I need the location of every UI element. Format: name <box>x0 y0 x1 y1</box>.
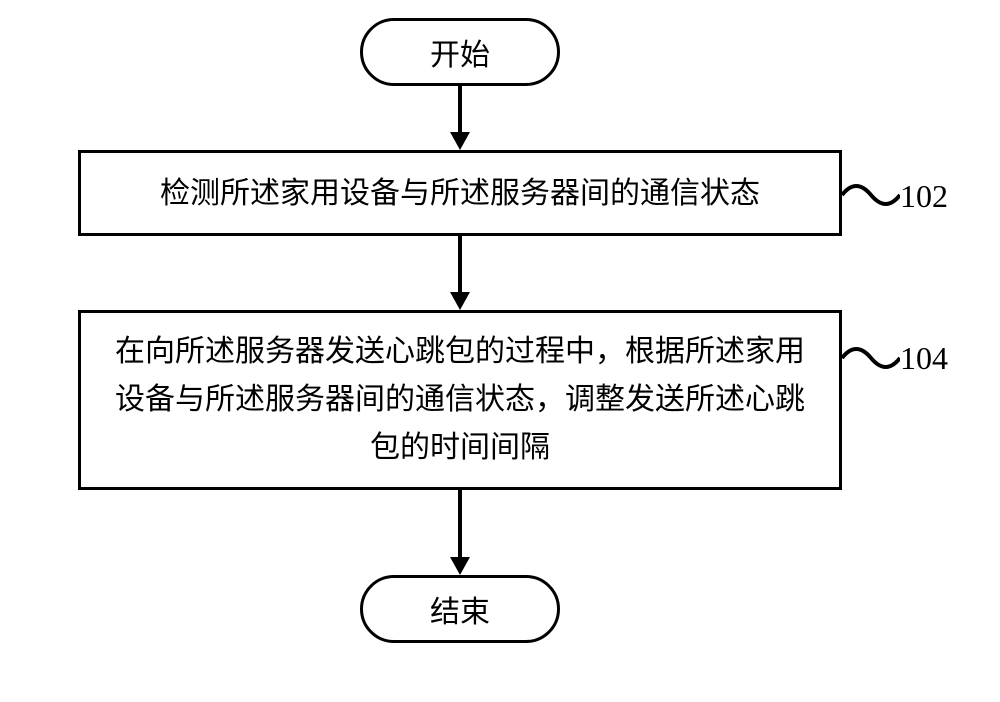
step-label-102: 102 <box>900 178 948 215</box>
edge-start-102 <box>458 86 462 132</box>
end-label: 结束 <box>430 587 490 631</box>
flowchart-container: 开始 检测所述家用设备与所述服务器间的通信状态 102 在向所述服务器发送心跳包… <box>0 0 1000 702</box>
end-node: 结束 <box>360 575 560 643</box>
wave-connector-102 <box>842 175 900 215</box>
start-label: 开始 <box>430 30 490 74</box>
process-104-text: 在向所述服务器发送心跳包的过程中，根据所述家用设备与所述服务器间的通信状态，调整… <box>101 328 819 472</box>
edge-104-end <box>458 490 462 557</box>
process-102: 检测所述家用设备与所述服务器间的通信状态 <box>78 150 842 236</box>
edge-102-104 <box>458 236 462 292</box>
step-label-104: 104 <box>900 340 948 377</box>
edge-104-end-head <box>450 557 470 575</box>
wave-connector-104 <box>842 338 900 378</box>
edge-start-102-head <box>450 132 470 150</box>
edge-102-104-head <box>450 292 470 310</box>
process-104: 在向所述服务器发送心跳包的过程中，根据所述家用设备与所述服务器间的通信状态，调整… <box>78 310 842 490</box>
start-node: 开始 <box>360 18 560 86</box>
process-102-text: 检测所述家用设备与所述服务器间的通信状态 <box>160 174 760 213</box>
step-label-102-text: 102 <box>900 178 948 214</box>
step-label-104-text: 104 <box>900 340 948 376</box>
